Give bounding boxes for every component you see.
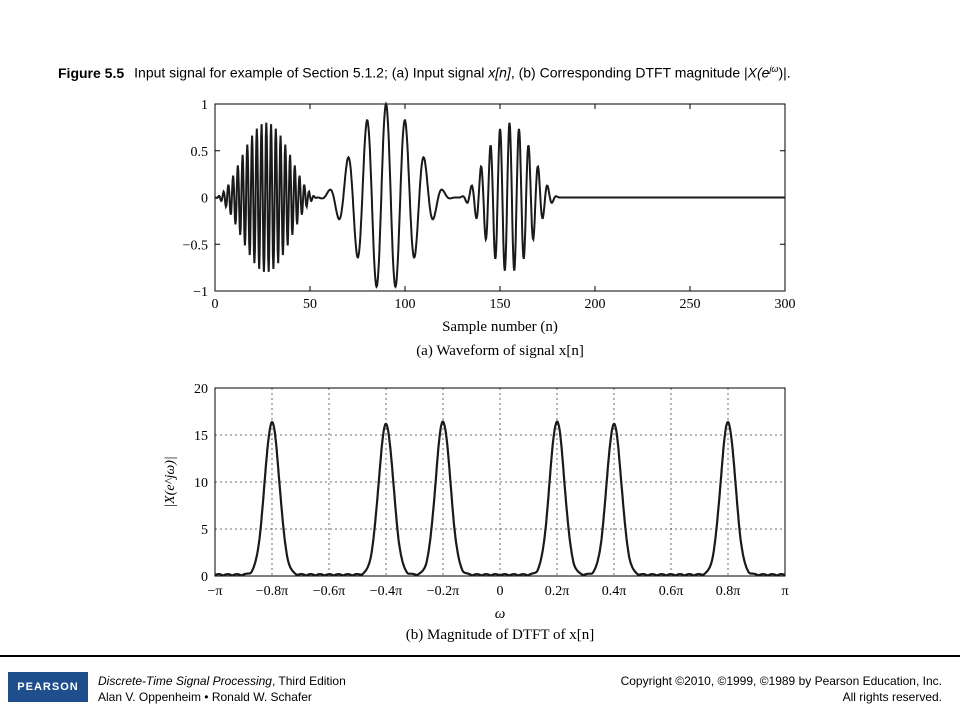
book-title: Discrete-Time Signal Processing: [98, 674, 272, 688]
panel-b-xtick-label: 0.8π: [716, 584, 741, 599]
panel-b-xtick-label: −0.2π: [427, 584, 459, 599]
book-info: Discrete-Time Signal Processing, Third E…: [98, 673, 346, 705]
panel-a-ytick-label: 0.5: [191, 145, 209, 160]
panel-a-ytick-label: 1: [201, 98, 208, 113]
footer-divider: [0, 655, 960, 657]
panel-a-ytick-label: 0: [201, 192, 208, 207]
panel-b-xtick-label: 0: [497, 584, 504, 599]
caption-xe: X(e: [747, 64, 770, 81]
book-authors: Alan V. Oppenheim • Ronald W. Schafer: [98, 690, 312, 704]
panel-a-xtick-label: 200: [585, 297, 606, 312]
panel-a-xtick-label: 300: [775, 297, 796, 312]
caption-text-mid: , (b) Corresponding DTFT magnitude |: [510, 64, 748, 81]
panel-b-magnitude-line: [214, 420, 786, 577]
panel-b-ytick-label: 20: [194, 382, 208, 397]
panel-b-ylabel: |X(e^jω)|: [163, 456, 178, 507]
panel-b-xlabel: ω: [495, 606, 506, 622]
caption-jw: jω: [769, 64, 779, 74]
panel-a-xtick-label: 50: [303, 297, 317, 312]
panel-a-ytick-label: −0.5: [183, 238, 208, 253]
rights-line: All rights reserved.: [842, 690, 942, 704]
panel-b-ytick-label: 0: [201, 570, 208, 585]
pearson-logo: PEARSON: [8, 672, 88, 702]
panel-b-ytick-label: 10: [194, 476, 208, 491]
panel-b-xtick-label: −0.8π: [256, 584, 288, 599]
panel-a-xtick-label: 0: [212, 297, 219, 312]
panel-a-xtick-label: 100: [395, 297, 416, 312]
panel-b-xtick-label: −0.4π: [370, 584, 402, 599]
copyright-line: Copyright ©2010, ©1999, ©1989 by Pearson…: [620, 674, 942, 688]
panel-a-ytick-label: −1: [193, 285, 208, 300]
panel-b-xtick-label: 0.4π: [602, 584, 627, 599]
panel-b-ytick-label: 5: [201, 523, 208, 538]
panel-a-title: (a) Waveform of signal x[n]: [416, 343, 584, 359]
caption-text-start: Input signal for example of Section 5.1.…: [134, 64, 489, 81]
panel-a-xlabel: Sample number (n): [442, 319, 558, 335]
panel-b-xtick-label: 0.2π: [545, 584, 570, 599]
panel-a-xtick-label: 250: [680, 297, 701, 312]
caption-text-end: )|.: [778, 64, 791, 81]
copyright-info: Copyright ©2010, ©1999, ©1989 by Pearson…: [621, 673, 942, 705]
panel-a-waveform-line: [215, 101, 785, 289]
panel-b-title: (b) Magnitude of DTFT of x[n]: [406, 627, 594, 643]
panel-a-xtick-label: 150: [490, 297, 511, 312]
book-edition: , Third Edition: [271, 674, 346, 688]
panel-b-xtick-label: 0.6π: [659, 584, 684, 599]
figure-caption: Figure 5.5 Input signal for example of Se…: [58, 60, 938, 82]
panel-b-ytick-label: 15: [194, 429, 208, 444]
caption-xn: x[n]: [488, 64, 511, 81]
panel-b-xtick-label: −π: [208, 584, 223, 599]
panel-b-xtick-label: π: [781, 584, 788, 599]
panel-b-xtick-label: −0.6π: [313, 584, 345, 599]
figure-label: Figure 5.5: [58, 64, 125, 81]
